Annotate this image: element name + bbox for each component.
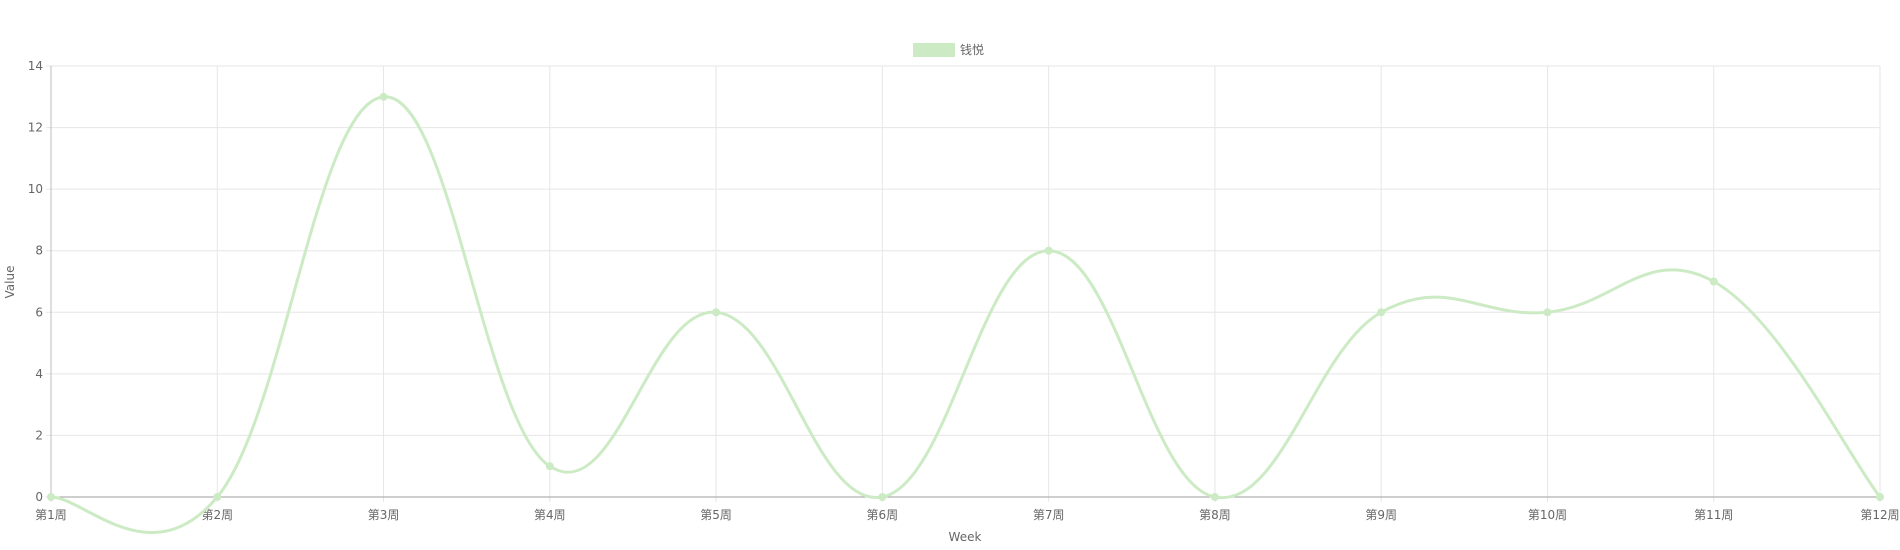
data-point[interactable] [712, 308, 721, 317]
y-tick-labels: 0 2 4 6 8 10 12 14 [28, 59, 43, 504]
y-tick-label: 14 [28, 59, 43, 73]
data-point[interactable] [1210, 493, 1219, 501]
y-tick-label: 2 [35, 428, 43, 442]
data-point[interactable] [379, 92, 388, 101]
data-point[interactable] [1377, 308, 1386, 317]
x-tick-labels: 第1周 第2周 第3周 第4周 第5周 第6周 第7周 第8周 第9周 第10周 第11周 第12周 [35, 508, 1899, 522]
x-tick-label: 第4周 [534, 508, 566, 522]
data-point[interactable] [878, 493, 887, 501]
x-tick-label: 第2周 [201, 508, 233, 522]
x-tick-label: 第5周 [700, 508, 732, 522]
y-tick-label: 10 [28, 182, 43, 196]
x-tick-label: 第12周 [1860, 508, 1899, 522]
axes [46, 65, 1881, 502]
y-tick-label: 12 [28, 121, 43, 135]
legend-swatch [913, 43, 955, 57]
x-tick-label: 第7周 [1033, 508, 1065, 522]
data-point[interactable] [1876, 493, 1884, 501]
data-point[interactable] [213, 493, 222, 501]
x-tick-label: 第1周 [35, 508, 67, 522]
y-tick-label: 4 [35, 367, 43, 381]
x-tick-label: 第11周 [1694, 508, 1733, 522]
data-point[interactable] [545, 462, 554, 471]
series-layer [47, 92, 1884, 534]
y-tick-label: 0 [35, 490, 43, 504]
y-tick-label: 6 [35, 305, 43, 319]
x-tick-label: 第9周 [1365, 508, 1397, 522]
y-axis-title: Value [3, 266, 17, 299]
grid [51, 65, 1881, 497]
data-point[interactable] [1543, 308, 1552, 317]
legend-label: 钱悦 [960, 42, 984, 57]
x-axis-title: Week [949, 530, 982, 544]
data-point[interactable] [1709, 277, 1718, 286]
series-line[interactable] [49, 95, 1882, 534]
x-tick-label: 第6周 [867, 508, 899, 522]
data-point[interactable] [47, 493, 55, 501]
y-tick-label: 8 [35, 244, 43, 258]
x-tick-label: 第10周 [1528, 508, 1567, 522]
legend[interactable]: 钱悦 [913, 42, 984, 57]
x-tick-label: 第8周 [1199, 508, 1231, 522]
x-tick-label: 第3周 [368, 508, 400, 522]
data-point[interactable] [1044, 246, 1053, 255]
